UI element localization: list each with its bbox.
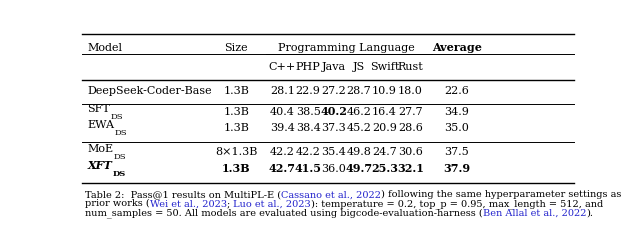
Text: 38.5: 38.5 — [296, 107, 321, 117]
Text: JS: JS — [353, 62, 365, 72]
Text: 22.6: 22.6 — [445, 86, 469, 96]
Text: prior works (: prior works ( — [85, 199, 150, 208]
Text: 49.7: 49.7 — [345, 163, 372, 174]
Text: num_samples = 50. All models are evaluated using bigcode-evaluation-harness (: num_samples = 50. All models are evaluat… — [85, 208, 483, 218]
Text: 16.4: 16.4 — [372, 107, 397, 117]
Text: DeepSeek-Coder-Base: DeepSeek-Coder-Base — [88, 86, 212, 96]
Text: 41.5: 41.5 — [294, 163, 322, 174]
Text: 42.7: 42.7 — [269, 163, 296, 174]
Text: Average: Average — [432, 42, 482, 53]
Text: PHP: PHP — [296, 62, 321, 72]
Text: Swift: Swift — [370, 62, 399, 72]
Text: 46.2: 46.2 — [346, 107, 371, 117]
Text: 38.4: 38.4 — [296, 124, 321, 134]
Text: 34.9: 34.9 — [445, 107, 469, 117]
Text: 30.6: 30.6 — [398, 147, 423, 157]
Text: 24.7: 24.7 — [372, 147, 397, 157]
Text: 35.0: 35.0 — [445, 124, 469, 134]
Text: Wei et al., 2023: Wei et al., 2023 — [150, 199, 227, 208]
Text: 42.2: 42.2 — [270, 147, 295, 157]
Text: DS: DS — [112, 170, 125, 178]
Text: Java: Java — [322, 62, 346, 72]
Text: 18.0: 18.0 — [398, 86, 423, 96]
Text: 1.3B: 1.3B — [223, 86, 249, 96]
Text: 39.4: 39.4 — [270, 124, 295, 134]
Text: Rust: Rust — [397, 62, 423, 72]
Text: Size: Size — [225, 43, 248, 53]
Text: ;: ; — [227, 199, 233, 208]
Text: SFT: SFT — [88, 104, 110, 114]
Text: 1.3B: 1.3B — [223, 107, 249, 117]
Text: 1.3B: 1.3B — [222, 163, 250, 174]
Text: MoE: MoE — [88, 144, 113, 154]
Text: Ben Allal et al., 2022: Ben Allal et al., 2022 — [483, 208, 586, 218]
Text: 20.9: 20.9 — [372, 124, 397, 134]
Text: DS: DS — [110, 113, 123, 121]
Text: 42.2: 42.2 — [296, 147, 321, 157]
Text: EWA: EWA — [88, 120, 115, 130]
Text: Table 2:  Pass@1 results on MultiPL-E (: Table 2: Pass@1 results on MultiPL-E ( — [85, 190, 281, 199]
Text: ): temperature = 0.2, top_p = 0.95, max_length = 512, and: ): temperature = 0.2, top_p = 0.95, max_… — [311, 199, 604, 209]
Text: 1.3B: 1.3B — [223, 124, 249, 134]
Text: Model: Model — [88, 43, 122, 53]
Text: 40.2: 40.2 — [321, 106, 348, 117]
Text: 45.2: 45.2 — [346, 124, 371, 134]
Text: 27.2: 27.2 — [321, 86, 346, 96]
Text: 28.1: 28.1 — [270, 86, 295, 96]
Text: 25.3: 25.3 — [371, 163, 398, 174]
Text: Programming Language: Programming Language — [278, 43, 415, 53]
Text: DS: DS — [113, 153, 126, 161]
Text: 8×1.3B: 8×1.3B — [215, 147, 257, 157]
Text: 49.8: 49.8 — [346, 147, 371, 157]
Text: 36.0: 36.0 — [321, 164, 346, 174]
Text: Luo et al., 2023: Luo et al., 2023 — [233, 199, 311, 208]
Text: DS: DS — [115, 129, 127, 137]
Text: 35.4: 35.4 — [321, 147, 346, 157]
Text: ) following the same hyperparameter settings as: ) following the same hyperparameter sett… — [381, 190, 621, 199]
Text: 37.9: 37.9 — [444, 163, 470, 174]
Text: 37.3: 37.3 — [321, 124, 346, 134]
Text: 22.9: 22.9 — [296, 86, 321, 96]
Text: 37.5: 37.5 — [445, 147, 469, 157]
Text: 28.6: 28.6 — [398, 124, 423, 134]
Text: C++: C++ — [269, 62, 296, 72]
Text: ).: ). — [586, 208, 593, 218]
Text: ΧFT: ΧFT — [88, 160, 112, 171]
Text: 10.9: 10.9 — [372, 86, 397, 96]
Text: 40.4: 40.4 — [270, 107, 295, 117]
Text: 32.1: 32.1 — [397, 163, 424, 174]
Text: 27.7: 27.7 — [398, 107, 422, 117]
Text: 28.7: 28.7 — [346, 86, 371, 96]
Text: Cassano et al., 2022: Cassano et al., 2022 — [281, 190, 381, 199]
